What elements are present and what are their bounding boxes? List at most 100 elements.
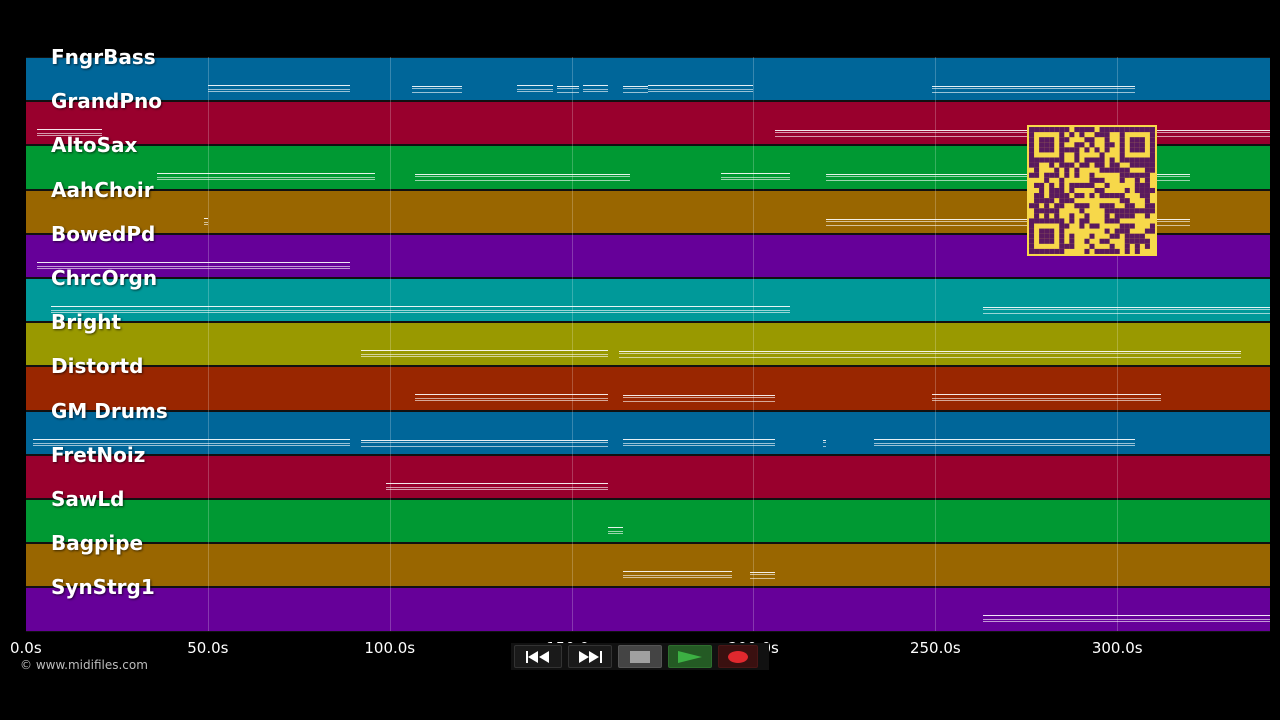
note bbox=[415, 176, 630, 178]
note bbox=[873, 444, 1136, 446]
note bbox=[36, 133, 103, 135]
note bbox=[360, 441, 608, 443]
track-name: Distortd bbox=[51, 354, 144, 379]
note bbox=[156, 177, 376, 179]
fast-forward-icon bbox=[577, 650, 603, 664]
note bbox=[360, 356, 608, 358]
note bbox=[386, 486, 608, 488]
record-icon bbox=[727, 650, 749, 664]
note bbox=[826, 174, 1190, 176]
note bbox=[360, 350, 608, 352]
note bbox=[873, 438, 1136, 440]
note bbox=[517, 91, 554, 92]
fast-forward-button[interactable] bbox=[568, 645, 612, 668]
track-name: FngrBass bbox=[51, 45, 156, 69]
track-name: SawLd bbox=[51, 487, 125, 511]
note bbox=[207, 89, 350, 90]
note bbox=[622, 438, 776, 440]
track-name: BowedPd bbox=[51, 221, 156, 246]
note bbox=[826, 218, 1190, 220]
note bbox=[36, 129, 103, 131]
note bbox=[931, 92, 1136, 93]
note bbox=[749, 572, 776, 574]
note bbox=[931, 394, 1161, 396]
note bbox=[33, 442, 350, 444]
note bbox=[360, 445, 608, 447]
note bbox=[415, 398, 608, 400]
note bbox=[557, 92, 579, 93]
track-lane bbox=[26, 278, 1270, 323]
note bbox=[622, 86, 648, 87]
note bbox=[749, 578, 776, 580]
note bbox=[622, 92, 648, 93]
stop-icon bbox=[630, 650, 650, 663]
note bbox=[622, 577, 732, 579]
note bbox=[51, 312, 790, 313]
note bbox=[622, 401, 776, 403]
note bbox=[982, 621, 1270, 623]
gridline bbox=[571, 57, 573, 631]
note bbox=[826, 220, 1190, 222]
rewind-button[interactable] bbox=[514, 645, 562, 668]
track-name: AltoSax bbox=[51, 133, 138, 158]
note bbox=[517, 89, 554, 90]
note bbox=[204, 223, 208, 225]
note bbox=[826, 180, 1190, 182]
record-button[interactable] bbox=[718, 645, 758, 668]
qr-code-icon[interactable] bbox=[1027, 125, 1157, 256]
note bbox=[822, 445, 827, 447]
note bbox=[607, 531, 623, 532]
note bbox=[51, 306, 790, 307]
note bbox=[720, 173, 790, 175]
note bbox=[775, 136, 1270, 138]
note bbox=[607, 527, 623, 528]
note bbox=[156, 173, 376, 175]
track-name: Bagpipe bbox=[51, 531, 144, 556]
track-lane bbox=[26, 57, 1270, 102]
note bbox=[822, 441, 827, 443]
note bbox=[931, 400, 1161, 402]
note bbox=[207, 85, 350, 86]
note bbox=[33, 444, 350, 446]
note bbox=[775, 132, 1270, 134]
track-lane bbox=[26, 322, 1270, 367]
note bbox=[982, 619, 1270, 621]
track-lane bbox=[26, 410, 1270, 455]
note bbox=[749, 574, 776, 576]
note bbox=[415, 180, 630, 182]
play-button[interactable] bbox=[668, 645, 712, 668]
note bbox=[822, 439, 827, 441]
note bbox=[411, 86, 463, 87]
note bbox=[982, 309, 1270, 310]
note bbox=[648, 89, 754, 90]
track-name: GrandPno bbox=[51, 89, 162, 114]
gridline bbox=[1117, 57, 1119, 631]
track-lane bbox=[26, 587, 1270, 632]
note bbox=[411, 88, 463, 89]
note bbox=[415, 174, 630, 176]
stop-button[interactable] bbox=[618, 645, 662, 668]
note bbox=[557, 86, 579, 87]
note bbox=[931, 86, 1136, 87]
note bbox=[982, 313, 1270, 314]
track-lane bbox=[26, 499, 1270, 544]
note bbox=[411, 92, 463, 93]
note bbox=[607, 533, 623, 534]
note bbox=[648, 91, 754, 92]
time-tick-label: 100.0s bbox=[364, 639, 416, 657]
gridline bbox=[935, 57, 937, 631]
note bbox=[826, 176, 1190, 178]
note bbox=[873, 442, 1136, 444]
rewind-icon bbox=[525, 650, 551, 664]
time-tick-label: 0.0s bbox=[10, 639, 42, 657]
track-name: Bright bbox=[51, 310, 122, 335]
note bbox=[720, 177, 790, 179]
note bbox=[36, 261, 350, 263]
note bbox=[557, 88, 579, 89]
note bbox=[415, 394, 608, 396]
note bbox=[386, 488, 608, 490]
note bbox=[582, 89, 608, 90]
track-name: GM Drums bbox=[51, 398, 168, 423]
track-lane bbox=[26, 543, 1270, 588]
gridline bbox=[389, 57, 391, 631]
